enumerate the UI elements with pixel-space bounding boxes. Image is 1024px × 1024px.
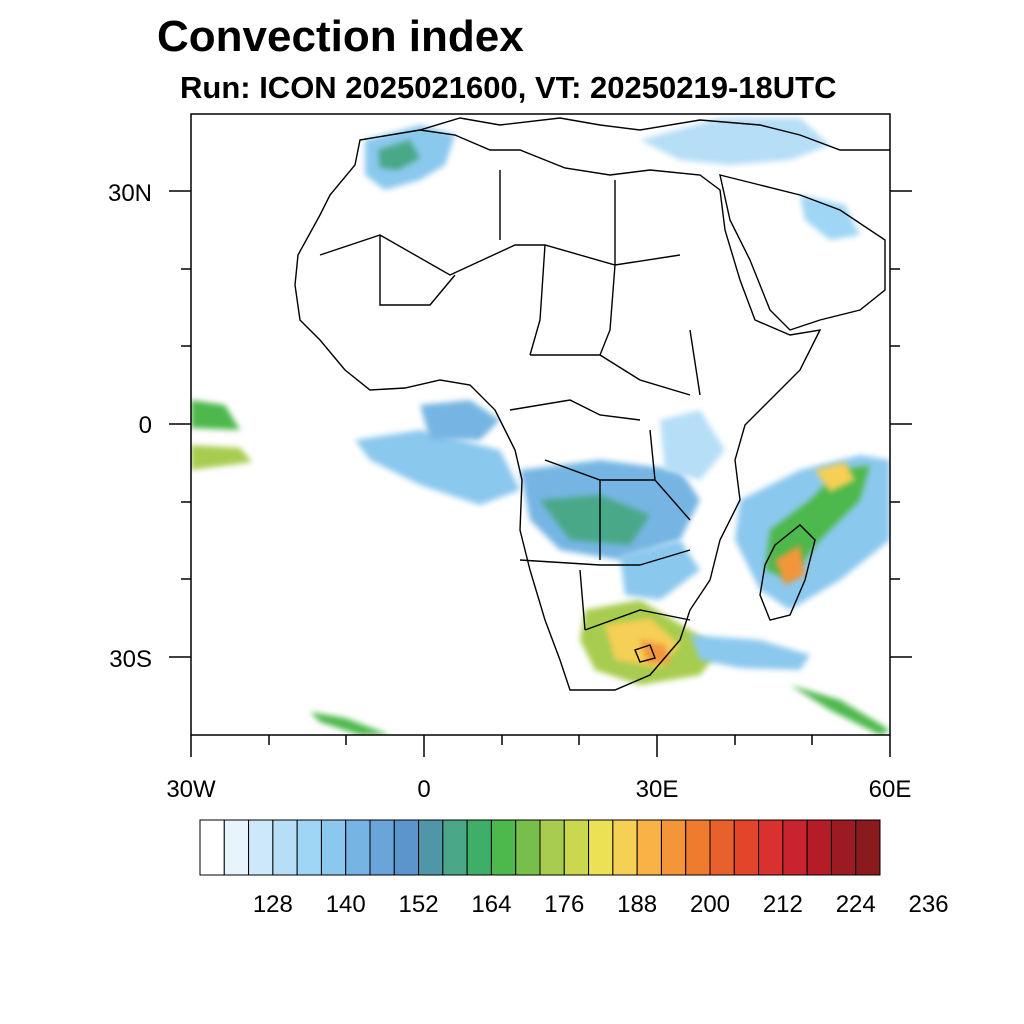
colorbar-swatch [636, 819, 662, 876]
lon-label-30w: 30W [166, 776, 216, 803]
colorbar-swatch [442, 819, 468, 876]
coastlines [294, 117, 890, 691]
colorbar-swatch [855, 819, 881, 876]
field-sw-streak [310, 712, 390, 735]
colorbar-label: 236 [909, 891, 949, 918]
country-borders [319, 170, 701, 631]
colorbar-swatch [490, 819, 517, 876]
colorbar-swatch [588, 819, 614, 876]
colorbar-swatch [393, 819, 420, 876]
field-nw-africa-core [378, 140, 420, 170]
map-subtitle: Run: ICON 2025021600, VT: 20250219-18UTC [180, 70, 837, 105]
colorbar-label: 152 [399, 891, 439, 918]
field-gulf [800, 195, 860, 240]
colorbar-swatch [758, 819, 784, 876]
europe-coast [419, 117, 890, 151]
colorbar-swatch [320, 819, 347, 876]
lon-label-0: 0 [417, 776, 430, 803]
colorbar-swatch [563, 819, 590, 876]
lesotho-outline [634, 644, 656, 663]
colorbar-swatch [418, 819, 444, 876]
lon-label-30e: 30E [636, 776, 679, 803]
map-title: Convection index [157, 12, 524, 61]
field-se-tail [690, 635, 810, 670]
colorbar-swatch [782, 819, 808, 876]
field-atlantic-band [355, 430, 520, 505]
field-madagascar-peak [775, 545, 805, 585]
map-frame [190, 113, 891, 736]
colorbar-swatch [709, 819, 735, 876]
colorbar-label: 224 [836, 891, 876, 918]
colorbar-swatch [515, 819, 541, 876]
colorbar-swatch [296, 819, 322, 876]
field-congo-core [540, 495, 650, 545]
lat-label-30s: 30S [109, 646, 152, 673]
field-middle-east [640, 118, 830, 165]
lat-label-30n: 30N [108, 180, 152, 207]
colorbar-label: 140 [326, 891, 366, 918]
colorbar-swatch [466, 819, 492, 876]
arabia-outline [719, 174, 886, 331]
colorbar-label: 188 [617, 891, 657, 918]
axis-ticks [169, 190, 912, 757]
africa-coastline [294, 129, 822, 691]
field-west-equator-2 [191, 445, 252, 470]
lon-label-60e: 60E [869, 776, 912, 803]
field-zimbabwe [620, 540, 700, 600]
field-gulf-guinea [420, 400, 500, 440]
colorbar-swatch [223, 819, 250, 876]
convection-field [191, 118, 890, 735]
colorbar-label: 128 [253, 891, 293, 918]
field-se-streak [790, 685, 890, 735]
colorbar-label: 176 [544, 891, 584, 918]
colorbar-label: 200 [690, 891, 730, 918]
field-west-equator [191, 400, 240, 430]
colorbar-swatch [612, 819, 638, 876]
lat-label-0: 0 [139, 412, 152, 439]
colorbar-swatch [345, 819, 371, 876]
colorbar-swatch [369, 819, 395, 876]
colorbar-swatch [806, 819, 832, 876]
colorbar-label: 164 [471, 891, 511, 918]
colorbar-swatch [733, 819, 760, 876]
field-ne-peak [815, 462, 855, 492]
colorbar-swatch [830, 819, 857, 876]
colorbar-swatch [199, 819, 225, 876]
colorbar-swatch [660, 819, 687, 876]
colorbar-swatch [272, 819, 298, 876]
colorbar-swatch [248, 819, 274, 876]
field-east-africa [660, 410, 725, 480]
madagascar-outline [759, 524, 816, 621]
colorbar: 128 140 152 164 176 188 200 212 224 236 [199, 819, 949, 918]
colorbar-label: 212 [763, 891, 803, 918]
colorbar-swatch [685, 819, 711, 876]
colorbar-swatch [539, 819, 565, 876]
